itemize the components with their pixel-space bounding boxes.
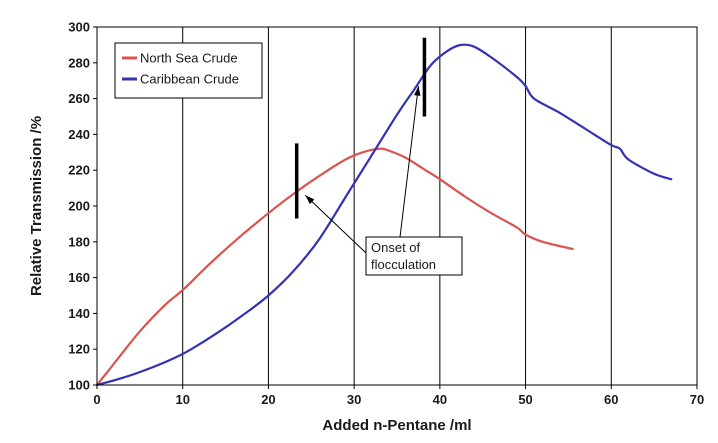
y-tick-label-260: 260 [68,91,90,106]
y-tick-label-160: 160 [68,270,90,285]
y-tick-label-200: 200 [68,199,90,214]
annotation-arrow-2 [399,86,419,238]
x-tick-label-20: 20 [261,392,275,407]
annotation-arrow-1 [304,194,367,254]
annotation-arrowhead-1 [305,195,315,205]
legend-box [114,42,263,99]
annotation-box [365,236,463,276]
y-tick-label-240: 240 [68,127,90,142]
x-tick-label-60: 60 [604,392,618,407]
x-tick-label-40: 40 [433,392,447,407]
legend-label-north-sea-crude: North Sea Crude [140,51,238,66]
x-axis-title: Added n-Pentane /ml [322,417,471,434]
annotation-text-line-2: flocculation [371,257,436,272]
series-line-caribbean-crude [95,43,673,387]
annotation-text-line-1: Onset of [371,240,421,255]
x-tick-label-10: 10 [175,392,189,407]
x-tick-label-50: 50 [518,392,532,407]
x-axis-ticks: 0 10 20 30 40 50 60 70 [93,385,704,407]
y-tick-label-120: 120 [68,342,90,357]
annotation: Onset of flocculation [304,86,463,276]
legend: North Sea Crude Caribbean Crude [114,42,263,99]
x-tick-label-30: 30 [347,392,361,407]
y-tick-label-280: 280 [68,55,90,70]
y-tick-label-300: 300 [68,20,90,35]
series-lines [95,43,673,387]
y-tick-label-180: 180 [68,234,90,249]
annotation-arrowhead-2 [414,86,421,96]
x-tick-label-70: 70 [690,392,704,407]
series-line-north-sea-crude [95,147,574,387]
y-tick-label-220: 220 [68,163,90,178]
y-tick-label-100: 100 [68,378,90,393]
onset-markers [294,37,427,219]
x-tick-label-0: 0 [93,392,100,407]
y-axis-title: Relative Transmission /% [28,116,45,296]
y-tick-label-140: 140 [68,306,90,321]
legend-label-caribbean-crude: Caribbean Crude [140,72,239,87]
y-axis-ticks: 100 120 140 160 180 200 220 240 260 280 300 [68,20,97,393]
annotation-arrows [304,86,421,254]
